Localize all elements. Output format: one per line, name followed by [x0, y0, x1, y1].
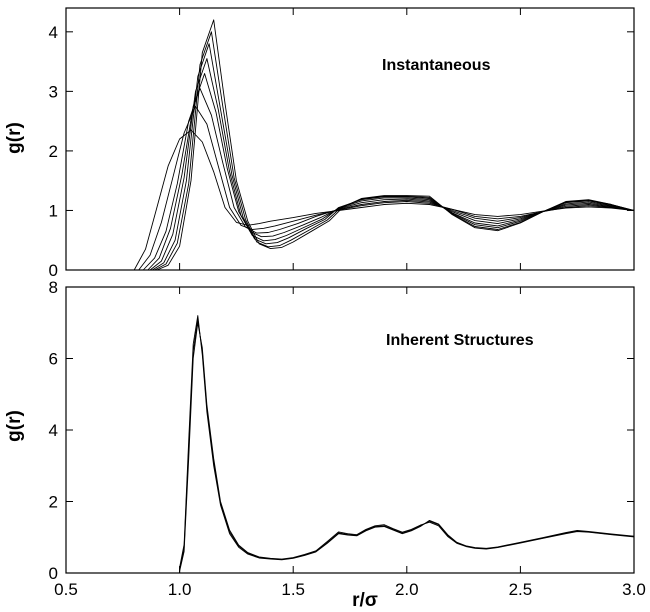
y-tick-label: 8 — [49, 278, 58, 297]
plot-frame — [65, 286, 635, 574]
series-line — [66, 58, 635, 271]
x-tick-label: 2.5 — [509, 580, 533, 599]
y-tick-label: 2 — [49, 142, 58, 161]
series-line — [66, 87, 635, 271]
top-y-axis-label: g(r) — [4, 122, 25, 154]
x-axis-label: r/σ — [352, 590, 378, 611]
bottom-y-axis-label: g(r) — [4, 410, 25, 442]
series-line — [66, 322, 635, 574]
series-line — [66, 315, 635, 574]
y-tick-label: 4 — [49, 23, 58, 42]
instantaneous-annotation: Instantaneous — [382, 57, 491, 74]
series-line — [66, 43, 635, 271]
series-line — [66, 105, 635, 271]
plot-frame — [65, 7, 635, 271]
y-tick-label: 2 — [49, 493, 58, 512]
x-tick-label: 1.5 — [281, 580, 305, 599]
y-tick-label: 1 — [49, 201, 58, 220]
series-line — [66, 129, 635, 271]
inherent-structures-annotation: Inherent Structures — [386, 332, 534, 349]
y-tick-label: 6 — [49, 350, 58, 369]
x-tick-label: 2.0 — [395, 580, 419, 599]
instantaneous-panel: 0 1 2 3 4 — [49, 7, 635, 280]
y-tick-label: 3 — [49, 82, 58, 101]
y-tick-label: 0 — [49, 564, 58, 583]
x-tick-label: 0.5 — [54, 580, 78, 599]
series-line — [66, 19, 635, 271]
y-tick-label: 4 — [49, 421, 58, 440]
series-line — [66, 31, 635, 271]
x-tick-label: 1.0 — [168, 580, 192, 599]
x-tick-label: 3.0 — [622, 580, 646, 599]
series-line — [66, 73, 635, 271]
y-tick-label: 0 — [49, 261, 58, 280]
inherent-structures-panel: 0 2 4 6 8 0.5 1.0 1.5 2.0 2.5 3.0 — [49, 278, 646, 599]
